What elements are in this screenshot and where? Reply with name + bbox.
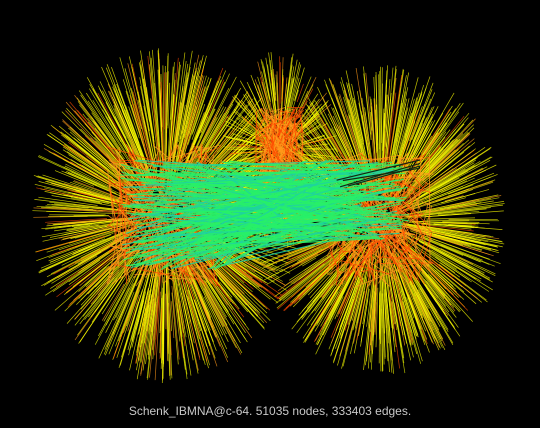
graph-visualization [32, 48, 505, 384]
graph-edges-cross [120, 159, 421, 271]
graph-caption: Schenk_IBMNA@c-64. 51035 nodes, 333403 e… [128, 404, 412, 418]
